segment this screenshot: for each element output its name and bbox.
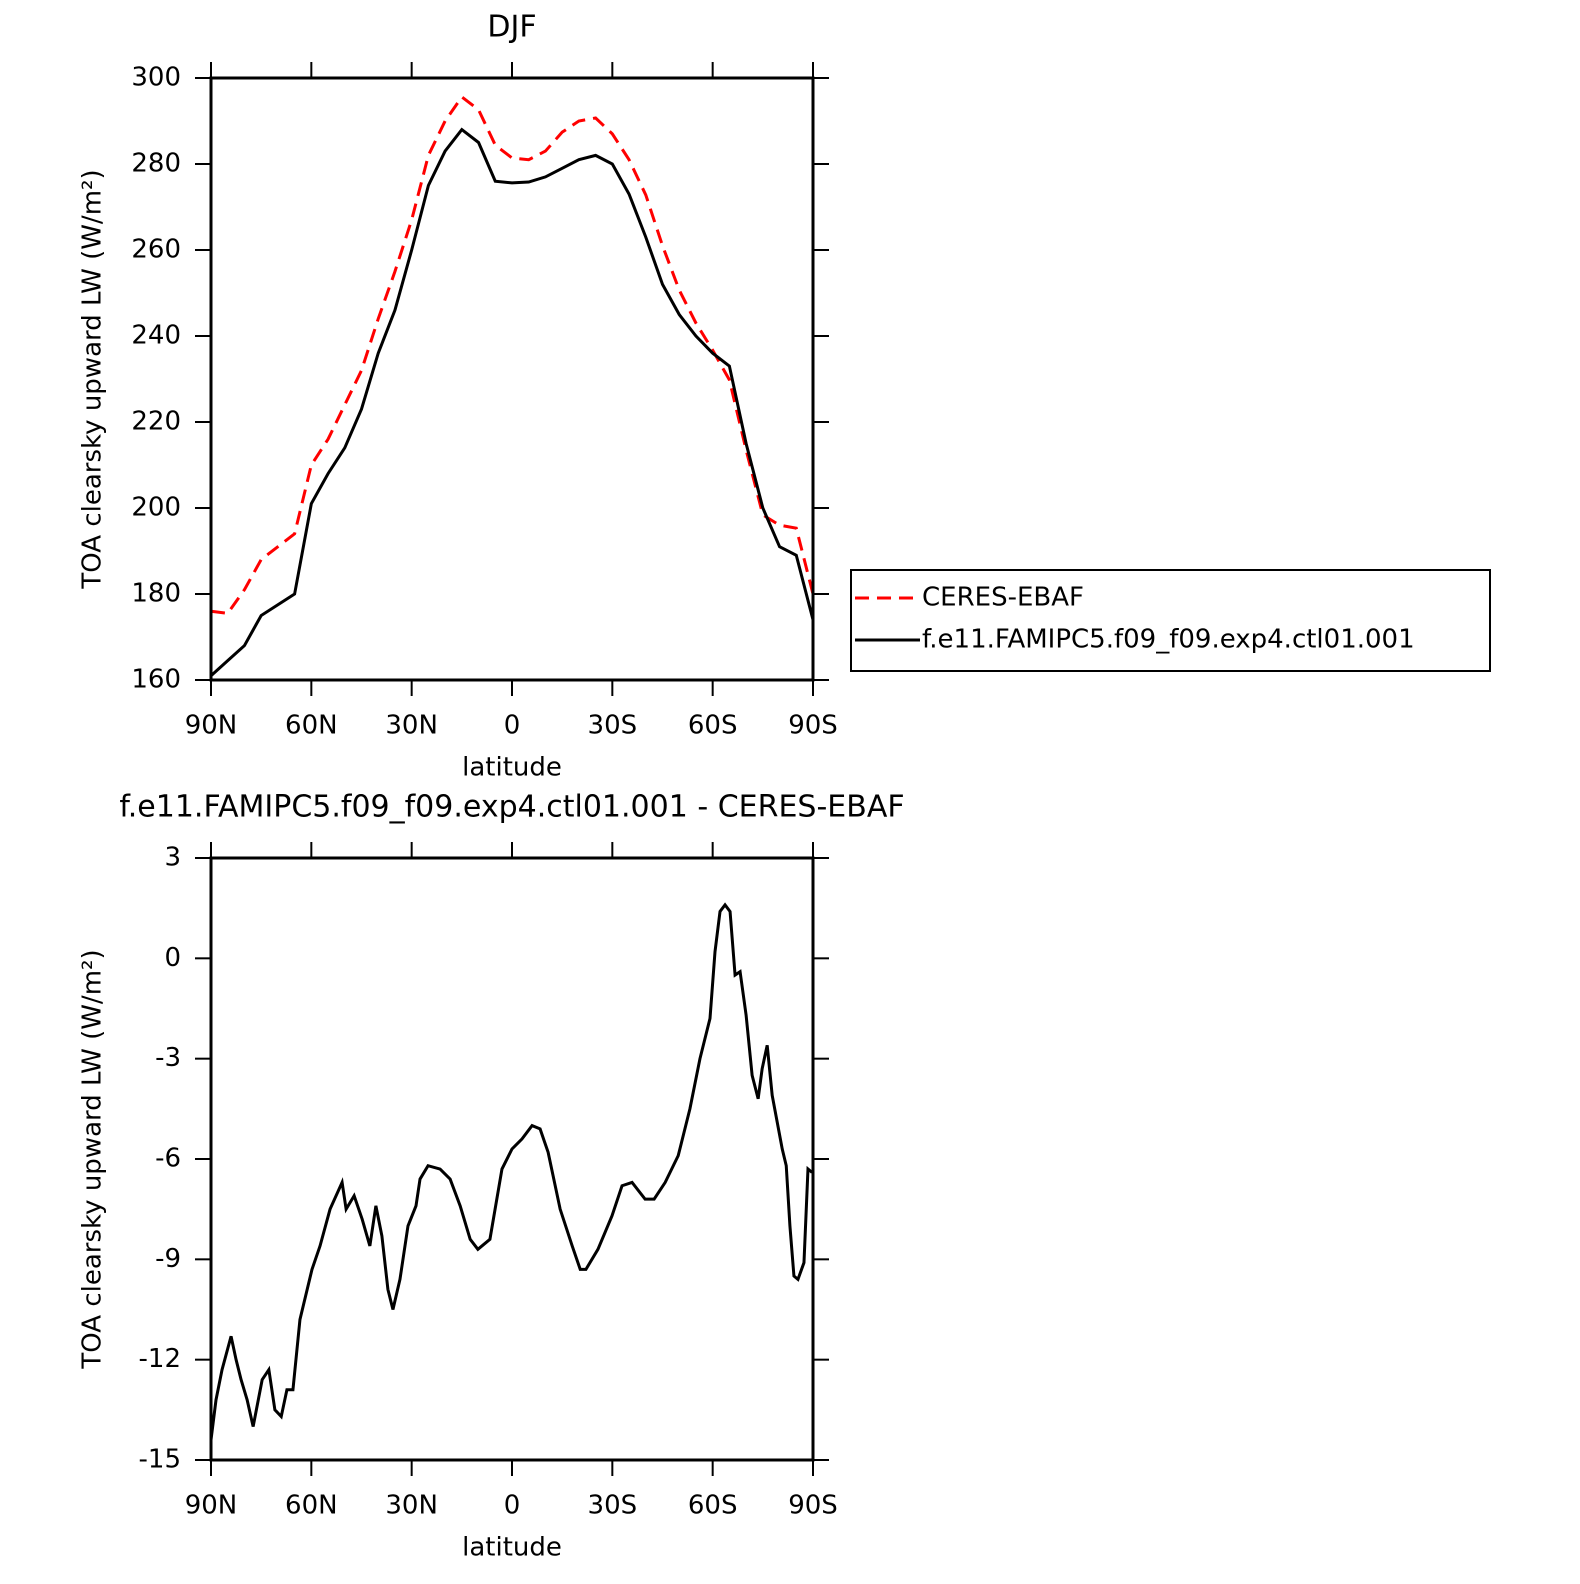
y-tick-label: 220 <box>131 407 181 437</box>
data-line <box>209 127 815 677</box>
x-tick-label: 90S <box>788 1491 838 1521</box>
data-line <box>209 902 813 1441</box>
x-tick-label: 0 <box>504 1491 521 1521</box>
legend-label: CERES-EBAF <box>922 583 1084 613</box>
y-axis-label: TOA clearsky upward LW (W/m²) <box>78 169 108 589</box>
y-tick-label: -12 <box>139 1344 181 1374</box>
x-tick-label: 60S <box>688 711 738 741</box>
y-axis-label: TOA clearsky upward LW (W/m²) <box>78 949 108 1369</box>
legend-label: f.e11.FAMIPC5.f09_f09.exp4.ctl01.001 <box>922 625 1415 655</box>
y-tick-label: 3 <box>164 843 181 873</box>
x-tick-label: 30S <box>588 711 638 741</box>
x-tick-label: 90N <box>185 711 238 741</box>
y-tick-label: 180 <box>131 579 181 609</box>
y-tick-label: 240 <box>131 321 181 351</box>
x-tick-label: 30N <box>385 1491 438 1521</box>
x-tick-label: 60S <box>688 1491 738 1521</box>
y-tick-label: -3 <box>155 1043 181 1073</box>
x-tick-label: 90N <box>185 1491 238 1521</box>
y-tick-label: 280 <box>131 149 181 179</box>
y-tick-label: 260 <box>131 235 181 265</box>
x-tick-label: 90S <box>788 711 838 741</box>
legend-box <box>850 569 1491 672</box>
plot-frame <box>209 856 815 1462</box>
x-tick-label: 30S <box>588 1491 638 1521</box>
y-tick-label: -6 <box>155 1144 181 1174</box>
y-tick-label: 0 <box>164 943 181 973</box>
chart-title: f.e11.FAMIPC5.f09_f09.exp4.ctl01.001 - C… <box>119 790 904 825</box>
x-axis-label: latitude <box>462 1533 562 1563</box>
y-tick-label: 300 <box>131 63 181 93</box>
x-tick-label: 60N <box>285 1491 338 1521</box>
plot-frame <box>209 76 815 682</box>
y-tick-label: 200 <box>131 493 181 523</box>
x-tick-label: 30N <box>385 711 438 741</box>
x-tick-label: 0 <box>504 711 521 741</box>
x-tick-label: 60N <box>285 711 338 741</box>
y-tick-label: -15 <box>139 1445 181 1475</box>
y-tick-label: 160 <box>131 665 181 695</box>
x-axis-label: latitude <box>462 753 562 783</box>
chart-title: DJF <box>487 10 536 45</box>
data-line <box>210 94 815 615</box>
y-tick-label: -9 <box>155 1244 181 1274</box>
